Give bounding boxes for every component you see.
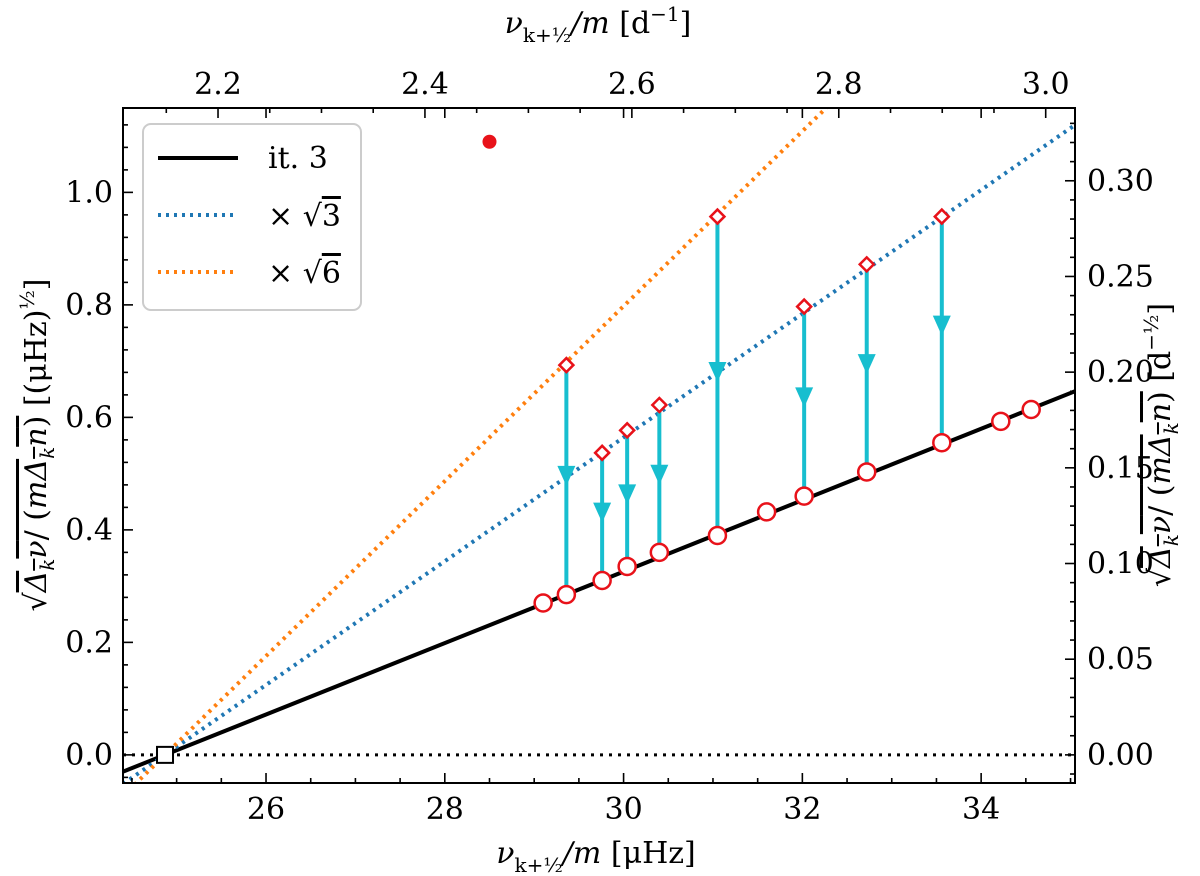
legend: it. 3 × √3 × √6	[142, 123, 362, 311]
x-top-tick-label-4: 3.0	[1022, 67, 1070, 102]
plot-lines	[123, 108, 1075, 783]
x-top-tick-label-3: 2.8	[815, 67, 863, 102]
plot-markers	[156, 134, 1041, 764]
y-right-tick-label-1: 0.05	[1087, 642, 1154, 677]
svg-text:√Δkν/ (mΔkn) [d−½]: √Δkν/ (mΔkn) [d−½]	[1139, 303, 1183, 587]
y-left-tick-label-1: 0.2	[65, 625, 113, 660]
arrow-head-1	[593, 502, 612, 523]
x-bottom-tick-label-4: 34	[962, 792, 1000, 827]
circle-marker-3	[617, 556, 637, 577]
diamond-marker-0	[557, 356, 576, 374]
arrow-head-4	[708, 362, 727, 383]
svg-text:√Δkν/ (mΔkn) [(μHz)½]: √Δkν/ (mΔkn) [(μHz)½]	[15, 278, 59, 611]
circle-marker-1	[556, 584, 577, 605]
x-top-tick-label-2: 2.6	[608, 67, 656, 102]
circle-marker-0	[533, 593, 553, 613]
plot-arrows	[557, 222, 951, 589]
diamond-marker-4	[708, 207, 727, 226]
arrow-head-0	[557, 465, 576, 486]
x-top-tick-label-0: 2.2	[194, 67, 242, 102]
x-bottom-tick-label-3: 32	[783, 792, 821, 827]
y-right-tick-label-6: 0.30	[1087, 164, 1154, 199]
origin-square	[156, 745, 175, 764]
arrow-head-2	[618, 484, 637, 505]
y-right-label: √Δkν/ (mΔkn) [d−½]	[1139, 303, 1183, 587]
circle-marker-5	[707, 525, 728, 546]
legend-label-sqrt6: × √6	[268, 256, 341, 291]
diamond-marker-3	[650, 396, 669, 414]
legend-label-sqrt3: × √3	[268, 199, 341, 234]
y-left-tick-label-3: 0.6	[65, 400, 113, 435]
circle-marker-10	[991, 411, 1011, 432]
circle-marker-7	[794, 486, 814, 506]
legend-label-it3: it. 3	[268, 141, 328, 176]
circle-marker-2	[592, 570, 612, 591]
diamond-marker-7	[933, 207, 951, 226]
red-dot	[482, 134, 497, 149]
arrow-head-5	[795, 387, 814, 408]
y-left-tick-label-0: 0.0	[65, 738, 113, 773]
diamond-marker-1	[593, 444, 611, 462]
diamond-marker-6	[857, 255, 876, 274]
y-left-tick-label-4: 0.8	[65, 288, 113, 323]
y-left-label: √Δkν/ (mΔkn) [(μHz)½]	[15, 278, 59, 611]
circle-marker-6	[756, 502, 777, 522]
y-left-tick-label-2: 0.4	[65, 513, 113, 548]
ticks: 26 28 30 32 34 2.2 2.4 2.6 2.8 3.0 0.0 0.2 0.4 0.6 0.8…	[65, 67, 1154, 827]
circle-marker-4	[649, 542, 670, 563]
diamond-marker-2	[618, 421, 636, 440]
y-right-tick-label-2: 0.10	[1087, 547, 1154, 582]
x-top-label: νk+½/m [d−1]	[505, 2, 692, 47]
x-top-tick-label-1: 2.4	[401, 67, 449, 102]
y-right-tick-label-4: 0.20	[1087, 355, 1154, 390]
arrow-head-7	[932, 315, 951, 336]
y-left-tick-label-5: 1.0	[65, 175, 113, 210]
arrow-head-6	[857, 354, 876, 375]
series-line-2	[133, 108, 829, 783]
arrow-head-3	[650, 464, 669, 485]
circle-marker-9	[932, 432, 952, 453]
x-bottom-tick-label-0: 26	[247, 792, 285, 827]
y-right-tick-label-0: 0.00	[1087, 738, 1154, 773]
legend-box	[142, 123, 362, 311]
y-right-tick-label-5: 0.25	[1087, 259, 1154, 294]
x-bottom-tick-label-1: 28	[426, 792, 464, 827]
diamond-marker-5	[795, 297, 813, 316]
x-bottom-label: νk+½/m [μHz]	[496, 836, 696, 876]
x-bottom-tick-label-2: 30	[604, 792, 642, 827]
circle-marker-11	[1021, 399, 1041, 420]
circle-marker-8	[856, 462, 877, 482]
plot-frame	[122, 107, 1076, 784]
y-right-tick-label-3: 0.15	[1087, 451, 1154, 486]
